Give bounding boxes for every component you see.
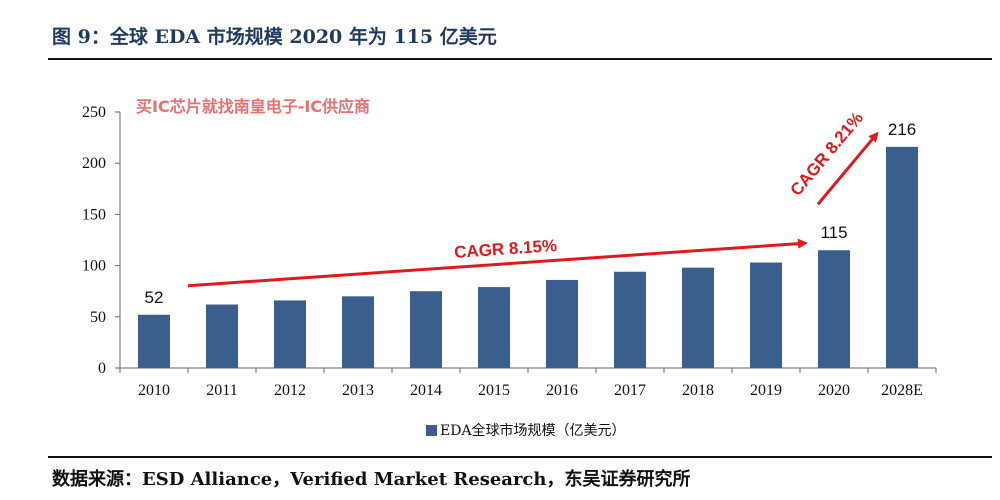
bottom-rule xyxy=(48,456,992,458)
cagr-arrow-1 xyxy=(187,238,808,288)
x-tick-label: 2017 xyxy=(614,382,646,399)
chart-legend: EDA全球市场规模（亿美元） xyxy=(426,422,626,439)
x-tick-label: 2015 xyxy=(478,382,510,399)
bar xyxy=(478,287,510,368)
bar xyxy=(138,314,170,368)
watermark-text: 买IC芯片就找南皇电子-IC供应商 xyxy=(136,97,370,116)
x-tick-label: 2011 xyxy=(206,382,237,399)
cagr-label-1: CAGR 8.15% xyxy=(454,236,558,262)
x-tick-label: 2016 xyxy=(546,382,578,399)
x-tick-label: 2018 xyxy=(682,382,714,399)
y-tick-label: 0 xyxy=(98,360,106,377)
x-tick-label: 2019 xyxy=(750,382,782,399)
bar xyxy=(750,262,782,368)
y-tick-label: 150 xyxy=(82,206,106,223)
x-tick-label: 2010 xyxy=(138,382,170,399)
cagr-arrow-2 xyxy=(816,131,879,206)
x-tick-label: 2013 xyxy=(342,382,374,399)
source-note: 数据来源：ESD Alliance，Verified Market Resear… xyxy=(52,469,691,490)
x-tick-label: 2020 xyxy=(818,382,850,399)
data-label: 115 xyxy=(820,223,847,242)
bar xyxy=(682,267,714,368)
y-tick-label: 250 xyxy=(82,104,106,121)
x-tick-label: 2012 xyxy=(274,382,306,399)
legend-swatch xyxy=(426,425,437,436)
bar xyxy=(546,279,578,368)
top-rule xyxy=(48,58,992,60)
x-tick-label: 2014 xyxy=(410,382,442,399)
bar xyxy=(886,146,918,368)
bar-chart: 0 50 100 150 200 250 2010 2011 2012 2013 2014 2015 2… xyxy=(82,97,937,439)
y-tick-label: 50 xyxy=(90,309,106,326)
legend-label: EDA全球市场规模（亿美元） xyxy=(440,422,626,439)
bar xyxy=(206,304,238,368)
bar xyxy=(342,296,374,368)
bar xyxy=(614,271,646,368)
bar xyxy=(818,250,850,368)
x-tick-label: 2028E xyxy=(881,382,923,399)
cagr-label-2: CAGR 8.21% xyxy=(786,108,867,199)
y-tick-label: 100 xyxy=(82,258,106,275)
bar xyxy=(274,300,306,368)
data-label: 52 xyxy=(145,288,164,307)
bar xyxy=(410,291,442,368)
data-label: 216 xyxy=(888,120,916,139)
y-tick-label: 200 xyxy=(82,155,106,172)
figure-title: 图 9：全球 EDA 市场规模 2020 年为 115 亿美元 xyxy=(52,26,497,48)
